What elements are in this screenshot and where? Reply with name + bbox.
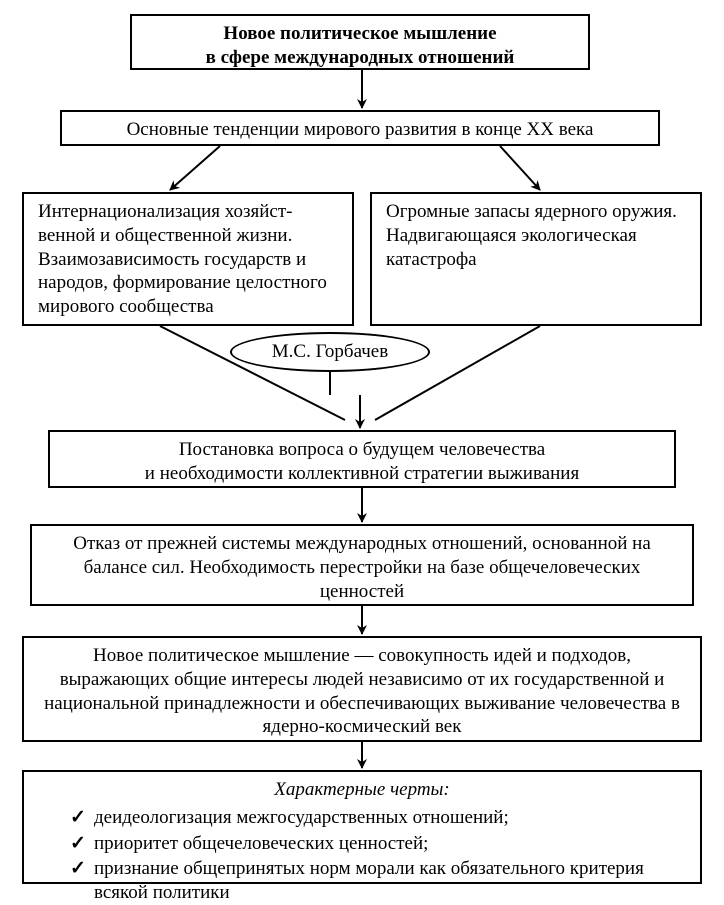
refusal-text: Отказ от прежней системы международных о… (73, 533, 651, 602)
flowchart-left-block-node: Интернационализация хозяйст­венной и общ… (22, 192, 354, 326)
flowchart-question-node: Постановка вопроса о будущем человечеств… (48, 430, 676, 488)
trends-text: Основные тенденции мирового развития в к… (127, 119, 594, 140)
feature-item: деидеологизация межгосударственных отнош… (70, 806, 686, 830)
flowchart-title-node: Новое политическое мышлениев сфере между… (130, 14, 590, 70)
feature-item: признание общепринятых норм морали как о… (70, 857, 686, 905)
flowchart-right-block-node: Огромные запасы ядерного ору­жия.Надвига… (370, 192, 702, 326)
right-block-text: Огромные запасы ядерного ору­жия.Надвига… (386, 201, 677, 270)
question-text: Постановка вопроса о будущем человечеств… (145, 439, 579, 484)
title-text: Новое политическое мышлениев сфере между… (206, 23, 515, 68)
flowchart-gorbachev-oval: М.С. Горбачев (230, 332, 430, 372)
flowchart-refusal-node: Отказ от прежней системы международных о… (30, 524, 694, 606)
definition-text: Новое политическое мышление — совокупнос… (44, 645, 680, 737)
flowchart-definition-node: Новое политическое мышление — совокупнос… (22, 636, 702, 742)
feature-item: приоритет общечеловеческих ценностей; (70, 832, 686, 856)
features-title: Характерные черты: (38, 778, 686, 802)
gorbachev-text: М.С. Горбачев (272, 342, 388, 363)
flowchart-trends-node: Основные тенденции мирового развития в к… (60, 110, 660, 146)
flowchart-features-node: Характерные черты: деидеологизация межго… (22, 770, 702, 884)
left-block-text: Интернационализация хозяйст­венной и общ… (38, 201, 327, 317)
